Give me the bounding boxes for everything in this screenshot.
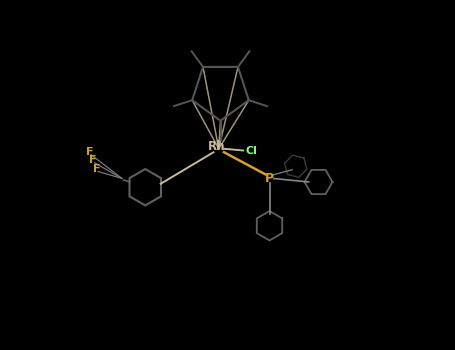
Text: F: F (86, 147, 93, 157)
Text: F: F (89, 155, 97, 165)
Text: P: P (265, 172, 274, 185)
Text: F: F (93, 163, 100, 174)
Text: Cl: Cl (245, 146, 257, 155)
Text: Rh: Rh (208, 140, 226, 154)
